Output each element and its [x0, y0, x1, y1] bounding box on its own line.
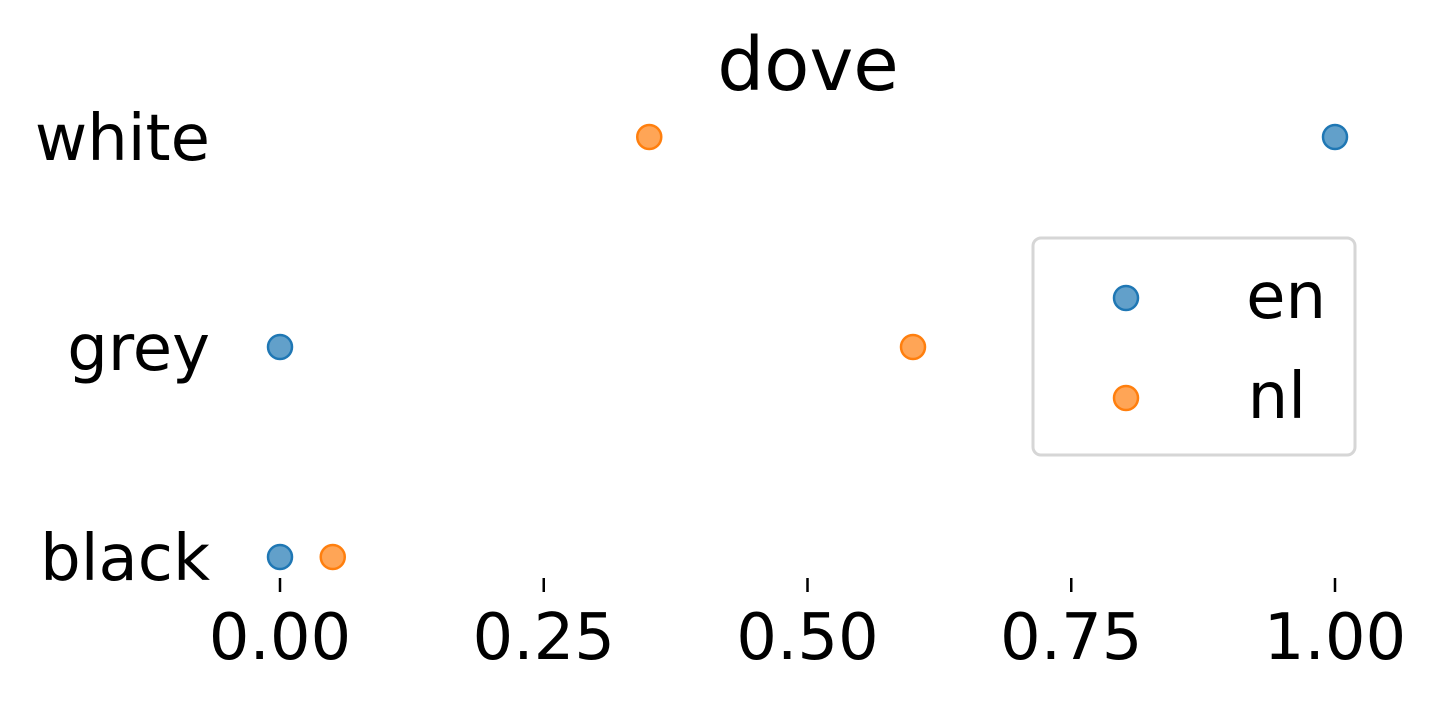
x-tick-label: 0.50 [736, 601, 879, 675]
point-en-grey [266, 333, 294, 361]
point-en-black [266, 543, 294, 571]
x-tick-label: 1.00 [1264, 601, 1407, 675]
legend-label-nl: nl [1248, 360, 1306, 434]
legend-marker-nl [1112, 384, 1140, 412]
y-tick-label-grey: grey [67, 312, 210, 386]
y-tick-label-black: black [40, 522, 210, 596]
point-en-white [1321, 123, 1349, 151]
point-nl-grey [899, 333, 927, 361]
point-nl-white [636, 123, 663, 151]
x-axis: 0.00 0.25 0.50 0.75 1.00 [209, 578, 1407, 675]
point-nl-black [319, 543, 346, 571]
legend-label-en: en [1246, 260, 1326, 334]
legend: en nl [1031, 236, 1357, 457]
y-tick-label-white: white [35, 102, 210, 176]
x-tick-label: 0.75 [1000, 601, 1143, 675]
y-axis-labels: black grey white [35, 102, 210, 596]
x-tick-label: 0.00 [209, 601, 352, 675]
chart-title: dove [717, 22, 899, 108]
data-points [266, 123, 1349, 571]
legend-marker-en [1112, 284, 1140, 312]
x-tick-label: 0.25 [473, 601, 616, 675]
